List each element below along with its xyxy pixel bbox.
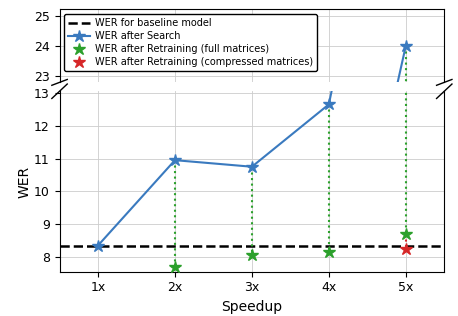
WER after Retraining (full matrices)	[326, 250, 332, 254]
WER after Search	[249, 165, 255, 169]
Line: WER after Search: WER after Search	[92, 0, 412, 252]
Line: WER after Search: WER after Search	[92, 40, 412, 316]
WER after Search	[326, 102, 332, 106]
WER for baseline model	[18, 244, 24, 247]
WER after Retraining (full matrices)	[249, 253, 255, 257]
Y-axis label: WER: WER	[17, 166, 31, 198]
X-axis label: Speedup: Speedup	[221, 300, 283, 314]
WER after Search	[172, 158, 178, 162]
WER after Search	[95, 244, 101, 247]
Legend: WER for baseline model, WER after Search, WER after Retraining (full matrices), : WER for baseline model, WER after Search…	[65, 14, 316, 71]
WER after Retraining (full matrices)	[403, 232, 409, 236]
WER after Search	[403, 44, 409, 48]
WER after Retraining (full matrices)	[172, 265, 178, 269]
Line: WER after Retraining (full matrices): WER after Retraining (full matrices)	[169, 228, 412, 273]
WER for baseline model	[95, 244, 101, 247]
